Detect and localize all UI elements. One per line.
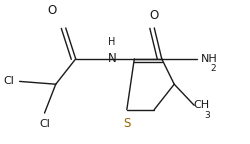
Text: Cl: Cl: [4, 76, 14, 86]
Text: N: N: [107, 52, 116, 65]
Text: CH: CH: [192, 100, 208, 110]
Text: 3: 3: [203, 111, 209, 120]
Text: 2: 2: [209, 64, 215, 73]
Text: Cl: Cl: [39, 119, 50, 129]
Text: O: O: [149, 9, 158, 22]
Text: H: H: [108, 37, 115, 47]
Text: S: S: [123, 117, 130, 130]
Text: O: O: [47, 4, 56, 17]
Text: NH: NH: [200, 54, 216, 64]
